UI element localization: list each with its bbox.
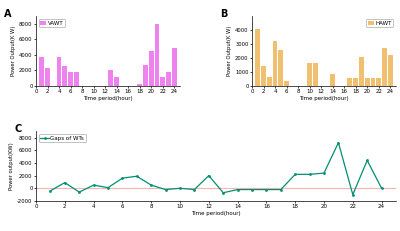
Bar [365, 78, 370, 86]
Bar [154, 24, 160, 86]
Y-axis label: Power Output(K W): Power Output(K W) [227, 26, 232, 76]
Bar [255, 29, 260, 86]
Bar [353, 78, 358, 86]
Bar [166, 72, 171, 86]
Text: A: A [4, 9, 12, 19]
Bar [45, 68, 50, 86]
Y-axis label: Power Output(K W): Power Output(K W) [11, 26, 16, 76]
Bar [261, 66, 266, 86]
Bar [39, 57, 44, 86]
Bar [114, 77, 119, 86]
Bar [313, 63, 318, 86]
Bar [278, 50, 283, 86]
Bar [149, 51, 154, 86]
X-axis label: Time period(hour): Time period(hour) [191, 211, 241, 216]
Bar [376, 78, 381, 86]
Bar [68, 72, 73, 86]
Legend: HAWT: HAWT [366, 19, 393, 27]
Bar [348, 78, 352, 86]
Bar [172, 48, 177, 86]
Y-axis label: Power output(KW): Power output(KW) [9, 142, 14, 190]
Bar [143, 65, 148, 86]
Bar [370, 78, 376, 86]
Bar [272, 41, 278, 86]
Legend: VAWT: VAWT [39, 19, 65, 27]
Legend: Gaps of WTs: Gaps of WTs [39, 134, 86, 142]
Bar [56, 57, 62, 86]
Bar [388, 55, 393, 86]
Bar [284, 81, 289, 86]
Bar [74, 72, 79, 86]
Bar [330, 74, 335, 86]
X-axis label: Time period(hour): Time period(hour) [299, 96, 349, 101]
Bar [108, 70, 113, 86]
Bar [359, 57, 364, 86]
Bar [137, 84, 142, 86]
Text: C: C [14, 124, 22, 134]
Bar [307, 63, 312, 86]
Text: B: B [220, 9, 228, 19]
Bar [382, 48, 387, 86]
X-axis label: Time period(hour): Time period(hour) [83, 96, 133, 101]
Bar [267, 77, 272, 86]
Bar [62, 66, 67, 86]
Bar [160, 77, 165, 86]
